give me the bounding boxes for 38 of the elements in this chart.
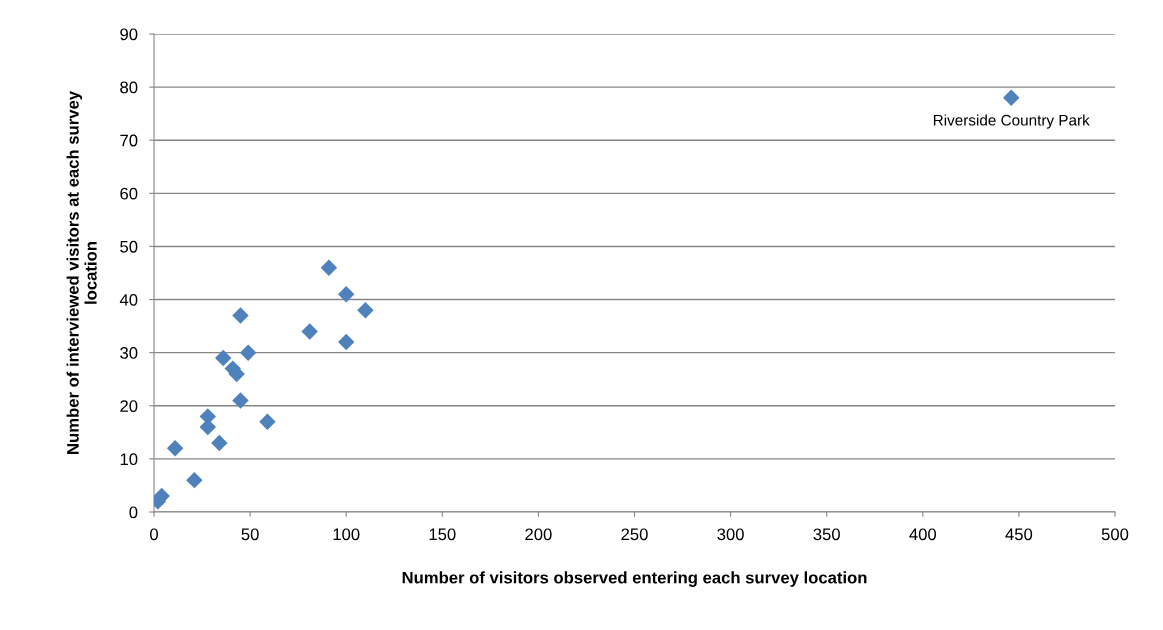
point <box>232 307 249 324</box>
point <box>259 413 276 430</box>
point <box>320 259 338 276</box>
point <box>1003 89 1020 106</box>
y-tick-label: 10 <box>120 453 138 466</box>
x-tick-label: 50 <box>241 528 259 541</box>
y-tick-label: 0 <box>129 506 138 519</box>
x-tick-label: 150 <box>429 528 456 541</box>
y-tick-label: 60 <box>120 187 138 200</box>
x-tick-label: 100 <box>333 528 360 541</box>
y-tick-label: 30 <box>120 347 138 359</box>
x-tick-label: 0 <box>150 528 158 541</box>
point <box>357 301 374 319</box>
y-axis-title: Number of interviewed visitors at each survey location <box>66 91 97 454</box>
x-tick-label: 350 <box>813 528 840 541</box>
y-tick-label: 50 <box>120 240 138 253</box>
x-tick-label: 300 <box>717 528 744 541</box>
point <box>211 434 228 452</box>
x-tick-label: 250 <box>621 528 648 541</box>
y-tick-label: 40 <box>119 293 138 306</box>
x-tick-label: 200 <box>525 528 552 541</box>
point <box>186 471 203 489</box>
y-tick-label: 90 <box>120 28 138 41</box>
x-tick-label: 450 <box>1005 528 1033 541</box>
point <box>239 344 257 361</box>
point <box>232 392 249 409</box>
point <box>337 333 355 351</box>
point <box>301 323 318 340</box>
x-axis-title: Number of visitors observed entering each survey location <box>402 571 867 587</box>
point <box>337 286 355 303</box>
y-tick-label: 20 <box>120 400 138 412</box>
y-tick-label: 70 <box>120 134 138 147</box>
x-tick-label: 400 <box>909 528 937 541</box>
annotation: Riverside Country Park <box>933 114 1090 129</box>
x-tick-label: 500 <box>1101 528 1129 541</box>
point <box>166 440 184 457</box>
point <box>214 349 232 367</box>
y-tick-label: 80 <box>120 81 138 94</box>
